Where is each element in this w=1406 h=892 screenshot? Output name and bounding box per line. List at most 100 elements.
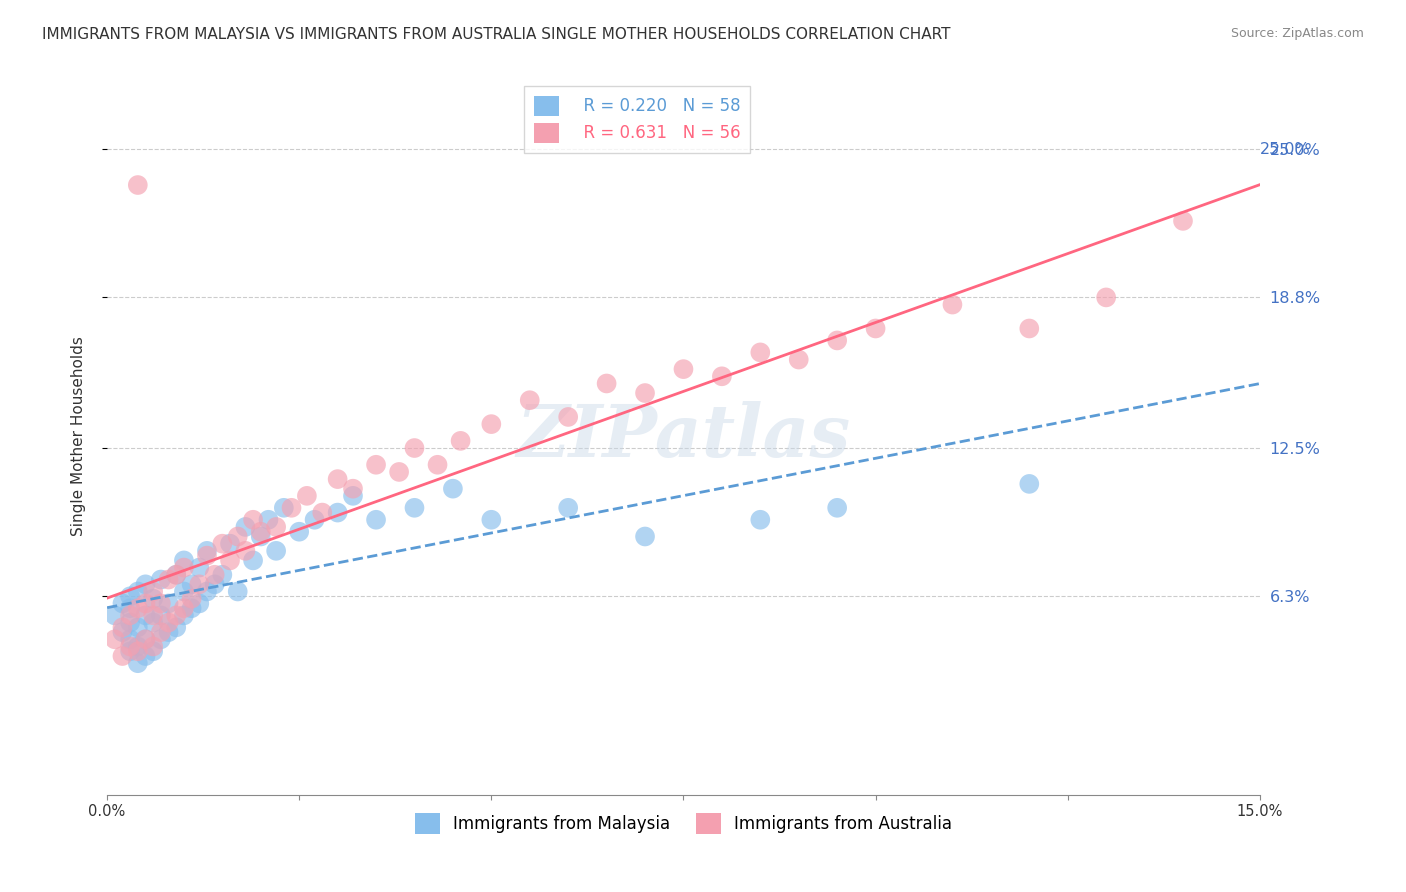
- Point: [557, 409, 579, 424]
- Point: [149, 632, 172, 647]
- Point: [1095, 290, 1118, 304]
- Point: [104, 632, 127, 647]
- Point: [242, 553, 264, 567]
- Point: [235, 544, 257, 558]
- Point: [120, 608, 142, 623]
- Point: [426, 458, 449, 472]
- Point: [304, 513, 326, 527]
- Point: [127, 178, 149, 192]
- Point: [120, 640, 142, 654]
- Point: [149, 596, 172, 610]
- Point: [595, 376, 617, 391]
- Point: [787, 352, 810, 367]
- Point: [865, 321, 887, 335]
- Point: [364, 513, 387, 527]
- Point: [264, 520, 287, 534]
- Point: [120, 601, 142, 615]
- Point: [134, 608, 156, 623]
- Point: [120, 632, 142, 647]
- Point: [180, 601, 202, 615]
- Point: [825, 334, 848, 348]
- Text: IMMIGRANTS FROM MALAYSIA VS IMMIGRANTS FROM AUSTRALIA SINGLE MOTHER HOUSEHOLDS C: IMMIGRANTS FROM MALAYSIA VS IMMIGRANTS F…: [42, 27, 950, 42]
- Point: [120, 615, 142, 630]
- Point: [173, 601, 195, 615]
- Point: [127, 584, 149, 599]
- Point: [173, 560, 195, 574]
- Point: [342, 489, 364, 503]
- Point: [941, 297, 963, 311]
- Point: [749, 513, 772, 527]
- Point: [204, 577, 226, 591]
- Text: 25.0%: 25.0%: [1260, 142, 1310, 157]
- Point: [226, 584, 249, 599]
- Point: [311, 506, 333, 520]
- Point: [165, 567, 187, 582]
- Point: [264, 544, 287, 558]
- Point: [235, 520, 257, 534]
- Point: [295, 489, 318, 503]
- Point: [479, 417, 502, 431]
- Point: [825, 500, 848, 515]
- Point: [149, 573, 172, 587]
- Point: [120, 644, 142, 658]
- Point: [127, 601, 149, 615]
- Point: [142, 644, 165, 658]
- Point: [134, 632, 156, 647]
- Point: [142, 640, 165, 654]
- Point: [120, 589, 142, 603]
- Point: [280, 500, 302, 515]
- Point: [388, 465, 411, 479]
- Point: [479, 513, 502, 527]
- Point: [127, 644, 149, 658]
- Text: ZIPatlas: ZIPatlas: [516, 401, 851, 472]
- Point: [173, 608, 195, 623]
- Point: [204, 567, 226, 582]
- Point: [180, 577, 202, 591]
- Point: [134, 596, 156, 610]
- Point: [188, 560, 211, 574]
- Point: [127, 657, 149, 671]
- Point: [111, 648, 134, 663]
- Point: [342, 482, 364, 496]
- Text: Source: ZipAtlas.com: Source: ZipAtlas.com: [1230, 27, 1364, 40]
- Point: [242, 513, 264, 527]
- Y-axis label: Single Mother Households: Single Mother Households: [72, 336, 86, 536]
- Point: [142, 591, 165, 606]
- Point: [326, 472, 349, 486]
- Point: [149, 625, 172, 640]
- Point: [127, 620, 149, 634]
- Point: [134, 577, 156, 591]
- Point: [326, 506, 349, 520]
- Point: [257, 513, 280, 527]
- Point: [157, 573, 180, 587]
- Point: [104, 608, 127, 623]
- Point: [364, 458, 387, 472]
- Point: [157, 596, 180, 610]
- Point: [149, 608, 172, 623]
- Point: [188, 596, 211, 610]
- Point: [142, 615, 165, 630]
- Point: [134, 648, 156, 663]
- Point: [142, 584, 165, 599]
- Point: [710, 369, 733, 384]
- Point: [157, 615, 180, 630]
- Point: [749, 345, 772, 359]
- Point: [249, 529, 271, 543]
- Point: [165, 567, 187, 582]
- Point: [195, 544, 218, 558]
- Point: [249, 524, 271, 539]
- Point: [173, 553, 195, 567]
- Point: [165, 620, 187, 634]
- Point: [450, 434, 472, 448]
- Point: [111, 596, 134, 610]
- Point: [173, 584, 195, 599]
- Point: [188, 577, 211, 591]
- Point: [404, 500, 426, 515]
- Point: [557, 500, 579, 515]
- Point: [441, 482, 464, 496]
- Legend: Immigrants from Malaysia, Immigrants from Australia: Immigrants from Malaysia, Immigrants fro…: [405, 804, 962, 844]
- Point: [1018, 321, 1040, 335]
- Point: [634, 529, 657, 543]
- Point: [672, 362, 695, 376]
- Point: [111, 625, 134, 640]
